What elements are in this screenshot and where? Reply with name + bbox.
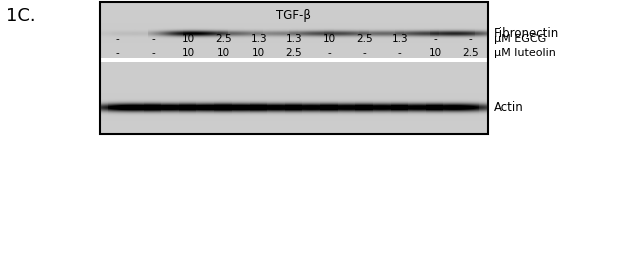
Text: -: - — [116, 48, 120, 58]
Text: Actin: Actin — [494, 101, 524, 114]
Text: -: - — [328, 48, 331, 58]
Text: -: - — [151, 34, 155, 44]
Text: 10: 10 — [217, 48, 230, 58]
Text: TGF-β: TGF-β — [276, 9, 312, 22]
Text: 2.5: 2.5 — [462, 48, 479, 58]
Text: 1.3: 1.3 — [285, 34, 302, 44]
Text: -: - — [398, 48, 402, 58]
Text: 10: 10 — [323, 34, 336, 44]
Text: -: - — [363, 48, 367, 58]
Text: 2.5: 2.5 — [215, 34, 232, 44]
Text: -: - — [468, 34, 472, 44]
Text: 10: 10 — [252, 48, 266, 58]
Text: 1.3: 1.3 — [392, 34, 408, 44]
Text: 10: 10 — [182, 34, 195, 44]
Bar — [100, 2, 488, 134]
Text: 10: 10 — [429, 48, 442, 58]
Text: μM EGCG: μM EGCG — [494, 34, 547, 44]
Text: 2.5: 2.5 — [356, 34, 373, 44]
Text: 1C.: 1C. — [6, 7, 36, 25]
Text: Fibronectin: Fibronectin — [494, 27, 559, 40]
Text: -: - — [433, 34, 437, 44]
Text: -: - — [151, 48, 155, 58]
Text: 10: 10 — [182, 48, 195, 58]
Text: -: - — [116, 34, 120, 44]
Text: μM luteolin: μM luteolin — [494, 48, 556, 58]
Text: 2.5: 2.5 — [285, 48, 302, 58]
Text: 1.3: 1.3 — [250, 34, 267, 44]
